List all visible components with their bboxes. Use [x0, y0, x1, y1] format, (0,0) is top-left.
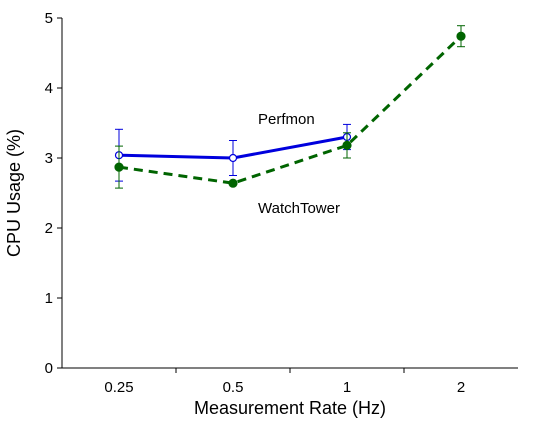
x-tick-label: 2 — [457, 379, 465, 396]
y-ticks: 0 1 2 3 4 5 — [45, 10, 62, 377]
series-label-watchtower: WatchTower — [258, 200, 340, 217]
x-axis-title: Measurement Rate (Hz) — [194, 398, 386, 418]
plot-area — [62, 18, 518, 368]
y-tick-label: 3 — [45, 150, 53, 167]
x-tick-label: 0.5 — [223, 379, 244, 396]
y-tick-label: 0 — [45, 360, 53, 377]
data-point — [342, 140, 352, 150]
x-tick-label: 1 — [343, 379, 351, 396]
series-layer — [114, 25, 466, 189]
data-point — [456, 31, 466, 41]
data-point — [114, 162, 124, 172]
y-axis-title: CPU Usage (%) — [4, 129, 24, 257]
x-tick-label: 0.25 — [104, 379, 133, 396]
series-label-perfmon: Perfmon — [258, 111, 315, 128]
data-point — [228, 178, 238, 188]
y-tick-label: 4 — [45, 80, 53, 97]
y-tick-label: 1 — [45, 290, 53, 307]
series-line — [118, 35, 463, 185]
data-point — [228, 153, 238, 163]
y-tick-label: 5 — [45, 10, 53, 27]
x-ticks: 0.25 0.5 1 2 — [104, 368, 465, 396]
series-watchtower — [114, 25, 466, 189]
y-tick-label: 2 — [45, 220, 53, 237]
